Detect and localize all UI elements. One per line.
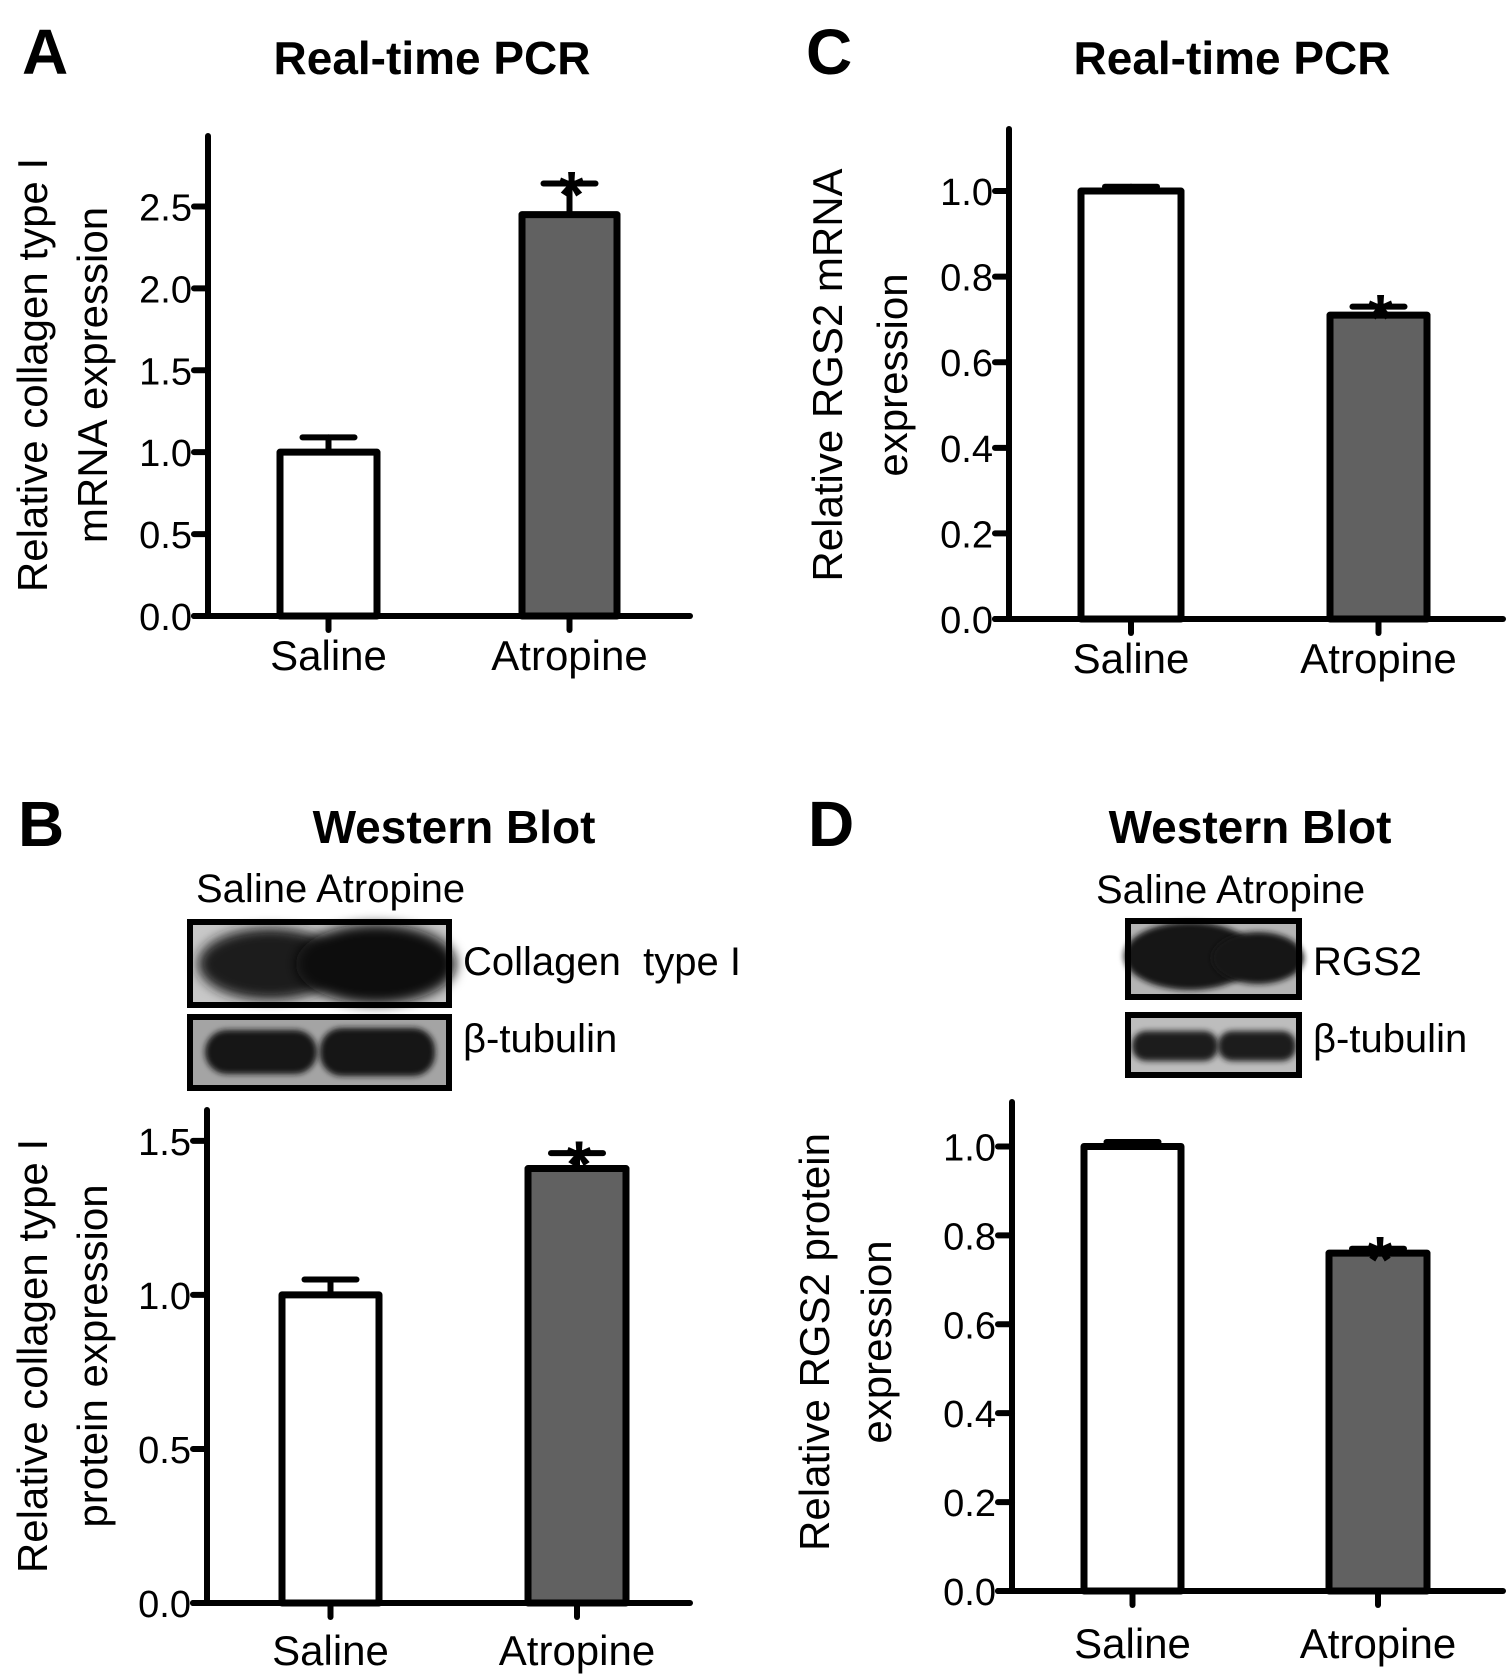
- y-tick-label-d: 0.2: [943, 1483, 996, 1525]
- y-axis-label-c-line-2: expression: [869, 273, 916, 476]
- bar-c-saline: [1077, 187, 1185, 623]
- blot-b-tubulin-strip: [187, 1014, 452, 1091]
- y-tick-label-b: 0.5: [138, 1430, 191, 1472]
- y-tick-label-b: 1.5: [138, 1122, 191, 1164]
- bar-b-saline: [278, 1291, 383, 1607]
- x-tick-label-d-atropine: Atropine: [1300, 1620, 1456, 1667]
- blot-d-lane-header: Saline Atropine: [1096, 868, 1365, 912]
- y-axis-label-d-line-1: Relative RGS2 protein: [791, 1133, 838, 1551]
- y-tick-label-d: 0.6: [943, 1305, 996, 1347]
- chart-d-rgs2-protein: 0.0 0.2 0.4 0.6 0.8 1.0 Relative RGS2 protein e…: [791, 1099, 1506, 1667]
- y-tick-label-c: 1.0: [940, 172, 993, 214]
- panel-letter-a: A: [22, 16, 68, 88]
- y-axis-label-b-line-1: Relative collagen type I: [9, 1139, 56, 1573]
- y-axis-label-c-line-1: Relative RGS2 mRNA: [804, 168, 851, 581]
- panel-d-title: Western Blot: [1109, 801, 1392, 853]
- y-tick-label-d: 1.0: [943, 1127, 996, 1169]
- x-tick-label-b-saline: Saline: [272, 1627, 389, 1674]
- blot-d-row-label-rgs2: RGS2: [1313, 940, 1422, 984]
- blot-d-row-label-tubulin: β-tubulin: [1313, 1017, 1467, 1061]
- bar-a-saline: [276, 448, 381, 620]
- significance-marker-a: *: [559, 158, 585, 232]
- blot-b-lane-header: Saline Atropine: [196, 867, 465, 911]
- significance-marker-d: *: [1367, 1223, 1393, 1297]
- panel-b-title: Western Blot: [313, 801, 596, 853]
- y-axis-label-b-line-2: protein expression: [69, 1184, 116, 1527]
- y-tick-label-a: 1.0: [139, 433, 192, 475]
- x-tick-label-c-atropine: Atropine: [1300, 635, 1456, 682]
- y-tick-label-c: 0.8: [940, 258, 993, 300]
- panel-a-title: Real-time PCR: [274, 32, 591, 84]
- y-tick-label-a: 2.0: [139, 269, 192, 311]
- bar-d-atropine: [1325, 1249, 1431, 1595]
- panel-c-title: Real-time PCR: [1074, 32, 1391, 84]
- western-blot-d: Saline Atropine RGS2 β-tubulin: [1096, 868, 1467, 1078]
- y-tick-label-c: 0.6: [940, 343, 993, 385]
- panel-letter-d: D: [808, 788, 854, 860]
- y-tick-label-d: 0.4: [943, 1394, 996, 1436]
- blot-b-row-label-collagen: Collagen type I: [463, 940, 741, 984]
- bar-b-atropine: [524, 1165, 630, 1607]
- bar-d-saline: [1080, 1142, 1185, 1595]
- x-tick-label-b-atropine: Atropine: [499, 1627, 655, 1674]
- x-tick-label-d-saline: Saline: [1074, 1620, 1191, 1667]
- significance-marker-c: *: [1368, 281, 1394, 355]
- y-tick-label-b: 1.0: [138, 1276, 191, 1318]
- panel-letter-c: C: [806, 16, 852, 88]
- y-axis-label-a-line-1: Relative collagen type I: [9, 158, 56, 592]
- y-axis-label-d-line-2: expression: [853, 1240, 900, 1443]
- y-tick-label-c: 0.0: [940, 600, 993, 642]
- western-blot-b: Saline Atropine Collagen type I β-tubuli…: [187, 867, 741, 1091]
- y-tick-label-d: 0.8: [943, 1216, 996, 1258]
- panel-letter-b: B: [18, 788, 64, 860]
- y-axis-label-a-line-2: mRNA expression: [69, 207, 116, 543]
- blot-b-row-label-tubulin: β-tubulin: [463, 1017, 617, 1061]
- y-tick-label-c: 0.2: [940, 514, 993, 556]
- y-tick-label-a: 0.0: [139, 597, 192, 639]
- significance-marker-b: *: [566, 1127, 592, 1201]
- y-tick-label-d: 0.0: [943, 1572, 996, 1614]
- y-tick-label-a: 2.5: [139, 187, 192, 229]
- blot-b-collagen-strip: [187, 919, 456, 1008]
- x-tick-label-a-saline: Saline: [270, 632, 387, 679]
- chart-c-rgs2-mrna: 0.0 0.2 0.4 0.6 0.8 1.0 Relative RGS2 mRNA expr…: [804, 126, 1506, 682]
- bar-c-atropine: [1326, 311, 1431, 623]
- y-tick-label-b: 0.0: [138, 1584, 191, 1626]
- x-tick-label-c-saline: Saline: [1073, 635, 1190, 682]
- blot-d-tubulin-strip: [1125, 1012, 1302, 1078]
- y-tick-label-a: 0.5: [139, 515, 192, 557]
- y-tick-label-c: 0.4: [940, 429, 993, 471]
- bar-a-atropine: [518, 211, 621, 620]
- chart-b-collagen-protein: 0.0 0.5 1.0 1.5 Relative collagen type I prot…: [9, 1107, 693, 1674]
- blot-d-rgs2-strip: [1124, 918, 1304, 1000]
- y-tick-label-a: 1.5: [139, 351, 192, 393]
- chart-a-collagen-mrna: 0.0 0.5 1.0 1.5 2.0 2.5 Relative collagen type…: [9, 133, 693, 679]
- x-tick-label-a-atropine: Atropine: [491, 632, 647, 679]
